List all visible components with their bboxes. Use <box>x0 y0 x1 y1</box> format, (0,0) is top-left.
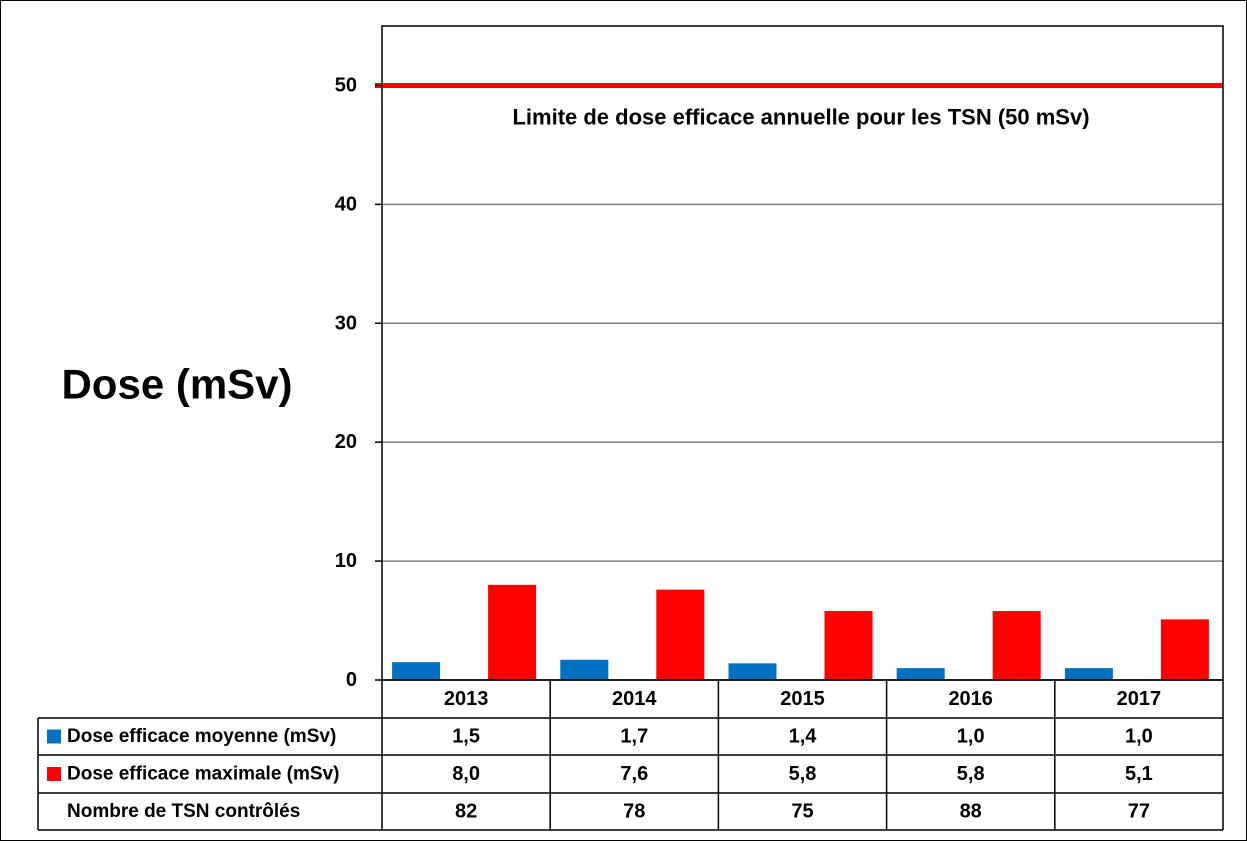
legend-key-series-1 <box>47 729 61 744</box>
y-axis-title: Dose (mSv) <box>61 361 292 408</box>
y-tick-label-40: 40 <box>335 193 357 215</box>
data-label-2017-series-2: 5,1 <box>1125 763 1153 785</box>
table-count-2015: 75 <box>791 801 813 823</box>
bar-2015-series-2 <box>824 611 873 680</box>
table-count-2013: 82 <box>455 801 477 823</box>
x-tick-label-2017: 2017 <box>1117 688 1162 710</box>
data-label-2013-series-2: 8,0 <box>452 763 480 785</box>
data-label-2017-series-1: 1,0 <box>1125 726 1153 748</box>
legend-label-series-1: Dose efficace moyenne (mSv) <box>67 726 336 747</box>
gridlines <box>382 84 1223 562</box>
y-tick-labels: 0 10 20 30 40 50 <box>335 74 357 691</box>
x-tick-label-2014: 2014 <box>612 688 657 710</box>
bar-2017-series-1 <box>1064 668 1113 680</box>
bar-2017-series-2 <box>1160 619 1209 680</box>
x-tick-label-2016: 2016 <box>948 688 993 710</box>
bar-2013-series-1 <box>392 662 441 680</box>
bar-2015-series-1 <box>728 663 777 680</box>
x-tick-label-2015: 2015 <box>780 688 825 710</box>
table-count-2014: 78 <box>623 801 645 823</box>
x-tick-label-2013: 2013 <box>444 688 489 710</box>
bar-2016-series-2 <box>992 611 1041 680</box>
legend-key-series-2 <box>47 767 61 781</box>
reference-line-label: Limite de dose efficace annuelle pour le… <box>512 105 1089 130</box>
y-tick-label-20: 20 <box>335 431 357 453</box>
data-label-2015-series-1: 1,4 <box>789 726 818 748</box>
bar-2013-series-2 <box>488 584 537 680</box>
data-label-2013-series-1: 1,5 <box>452 726 480 748</box>
data-label-2014-series-2: 7,6 <box>620 763 648 785</box>
legend-label-series-2: Dose efficace maximale (mSv) <box>67 764 339 785</box>
y-tick-label-0: 0 <box>346 669 357 691</box>
bars <box>392 584 1209 680</box>
y-tick-label-10: 10 <box>335 550 357 572</box>
data-label-2016-series-2: 5,8 <box>957 763 985 785</box>
data-label-2016-series-1: 1,0 <box>957 726 985 748</box>
data-table: 2013 2014 2015 2016 2017 Dose efficace moyenn… <box>37 679 1224 831</box>
y-tick-label-50: 50 <box>335 74 357 96</box>
table-row-label-count: Nombre de TSN contrôlés <box>67 801 300 822</box>
bar-2014-series-2 <box>656 589 705 680</box>
data-label-2015-series-2: 5,8 <box>789 763 817 785</box>
table-count-2017: 77 <box>1128 801 1150 823</box>
data-label-2014-series-1: 1,7 <box>620 726 648 748</box>
table-count-2016: 88 <box>960 801 982 823</box>
bar-2016-series-1 <box>896 668 945 680</box>
bar-2014-series-1 <box>560 659 609 680</box>
y-tick-label-30: 30 <box>335 312 357 334</box>
